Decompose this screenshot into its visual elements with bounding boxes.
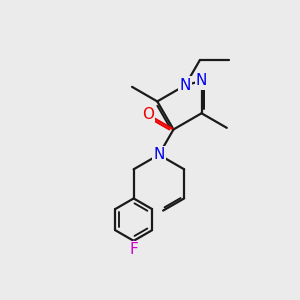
Text: N: N	[153, 147, 165, 162]
Text: O: O	[142, 107, 154, 122]
Text: N: N	[180, 78, 191, 93]
Text: F: F	[129, 242, 138, 257]
Text: N: N	[196, 74, 207, 88]
